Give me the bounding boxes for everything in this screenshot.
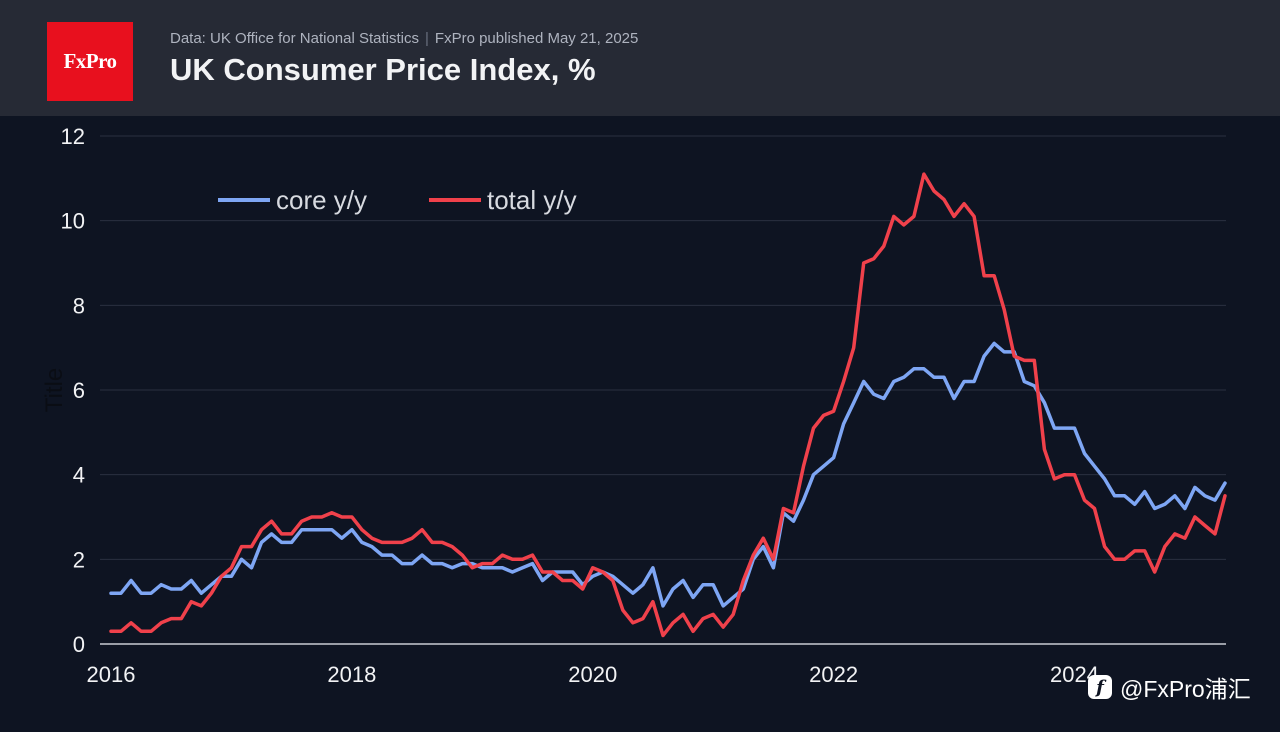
y-tick-label: 0 xyxy=(73,632,85,657)
y-tick-label: 12 xyxy=(61,124,85,149)
x-tick-label: 2018 xyxy=(327,662,376,687)
watermark: f @FxPro浦汇 xyxy=(1088,672,1251,702)
weibo-f-icon: f xyxy=(1088,675,1112,699)
chart-title: UK Consumer Price Index, % xyxy=(170,52,596,87)
series-line-total xyxy=(109,172,1227,638)
y-tick-label: 2 xyxy=(73,547,85,572)
legend-label: core y/y xyxy=(276,185,367,215)
y-tick-label: 10 xyxy=(61,209,85,234)
separator: | xyxy=(425,30,429,47)
y-tick-label: 8 xyxy=(73,293,85,318)
x-tick-label: 2016 xyxy=(87,662,136,687)
fxpro-logo: FxPro xyxy=(47,22,133,101)
source-line: Data: UK Office for National Statistics |… xyxy=(170,30,638,47)
logo-text: FxPro xyxy=(63,49,117,73)
watermark-text: @FxPro浦汇 xyxy=(1120,676,1251,702)
y-axis-label: Title xyxy=(41,368,68,412)
y-tick-label: 4 xyxy=(73,463,85,488)
x-tick-label: 2020 xyxy=(568,662,617,687)
published-date: FxPro published May 21, 2025 xyxy=(434,30,639,47)
x-tick-label: 2022 xyxy=(809,662,858,687)
header: FxPro Data: UK Office for National Stati… xyxy=(0,0,1280,116)
data-source: Data: UK Office for National Statistics xyxy=(170,30,419,47)
y-tick-label: 6 xyxy=(73,378,85,403)
legend-label: total y/y xyxy=(487,185,577,215)
